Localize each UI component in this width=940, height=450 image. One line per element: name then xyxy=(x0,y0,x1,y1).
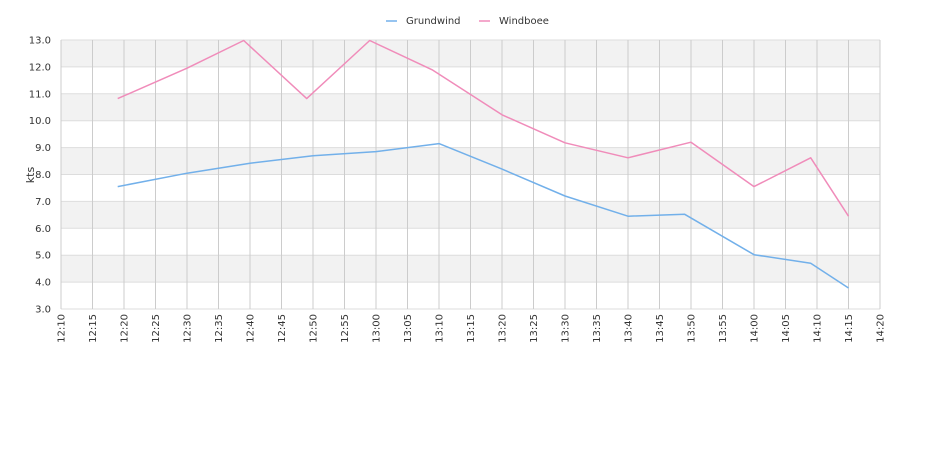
vertical-gridlines xyxy=(60,40,881,309)
x-tick-label: 12:10 xyxy=(57,314,68,343)
x-tick-label: 12:25 xyxy=(151,314,162,343)
x-tick-label: 13:10 xyxy=(435,314,446,343)
x-tick-label: 12:30 xyxy=(183,314,194,343)
x-tick-label: 12:50 xyxy=(309,314,320,343)
x-tick-label: 14:00 xyxy=(750,314,761,343)
x-tick-label: 12:40 xyxy=(246,314,257,343)
x-tick-label: 13:50 xyxy=(687,314,698,343)
y-tick-label: 13.0 xyxy=(29,36,51,47)
x-tick-label: 13:55 xyxy=(718,314,729,343)
y-tick-label: 10.0 xyxy=(29,116,51,127)
series-line-windboee xyxy=(117,39,850,217)
x-tick-label: 12:20 xyxy=(120,314,131,343)
x-tick-label: 14:05 xyxy=(781,314,792,343)
y-tick-label: 7.0 xyxy=(35,197,51,208)
y-tick-label: 5.0 xyxy=(35,251,51,262)
y-tick-label: 3.0 xyxy=(35,305,51,316)
y-tick-label: 12.0 xyxy=(29,62,51,73)
x-tick-label: 12:45 xyxy=(277,314,288,343)
x-tick-label: 13:30 xyxy=(561,314,572,343)
legend-label: Grundwind xyxy=(406,16,461,27)
y-axis-label: kts xyxy=(24,167,37,184)
x-tick-label: 13:00 xyxy=(372,314,383,343)
y-tick-label: 9.0 xyxy=(35,143,51,154)
series-line-grundwind xyxy=(117,142,849,289)
legend[interactable]: Grundwind Windboee xyxy=(386,16,549,27)
x-tick-label: 13:15 xyxy=(466,314,477,343)
x-axis-tick-labels: 12:10 12:15 12:20 12:25 12:30 12:35 12:40 12:45… xyxy=(57,314,887,343)
series-lines xyxy=(117,39,850,289)
x-tick-label: 13:40 xyxy=(624,314,635,343)
x-tick-label: 13:20 xyxy=(498,314,509,343)
x-tick-label: 13:45 xyxy=(655,314,666,343)
legend-label: Windboee xyxy=(499,16,549,27)
x-tick-label: 14:10 xyxy=(813,314,824,343)
x-tick-label: 14:20 xyxy=(876,314,887,343)
y-axis-tick-labels: 3.0 4.0 5.0 6.0 7.0 8.0 9.0 10.0 11.0 12.0 13.0 xyxy=(29,36,51,316)
y-tick-label: 8.0 xyxy=(35,170,51,181)
x-tick-label: 13:35 xyxy=(592,314,603,343)
x-tick-label: 12:15 xyxy=(88,314,99,343)
x-tick-label: 14:15 xyxy=(844,314,855,343)
y-tick-label: 6.0 xyxy=(35,224,51,235)
x-tick-label: 13:05 xyxy=(403,314,414,343)
x-tick-label: 12:55 xyxy=(340,314,351,343)
legend-item-grundwind[interactable]: Grundwind xyxy=(386,16,461,27)
x-tick-label: 13:25 xyxy=(529,314,540,343)
y-tick-label: 11.0 xyxy=(29,89,51,100)
x-tick-label: 12:35 xyxy=(214,314,225,343)
y-tick-label: 4.0 xyxy=(35,278,51,289)
legend-item-windboee[interactable]: Windboee xyxy=(479,16,549,27)
